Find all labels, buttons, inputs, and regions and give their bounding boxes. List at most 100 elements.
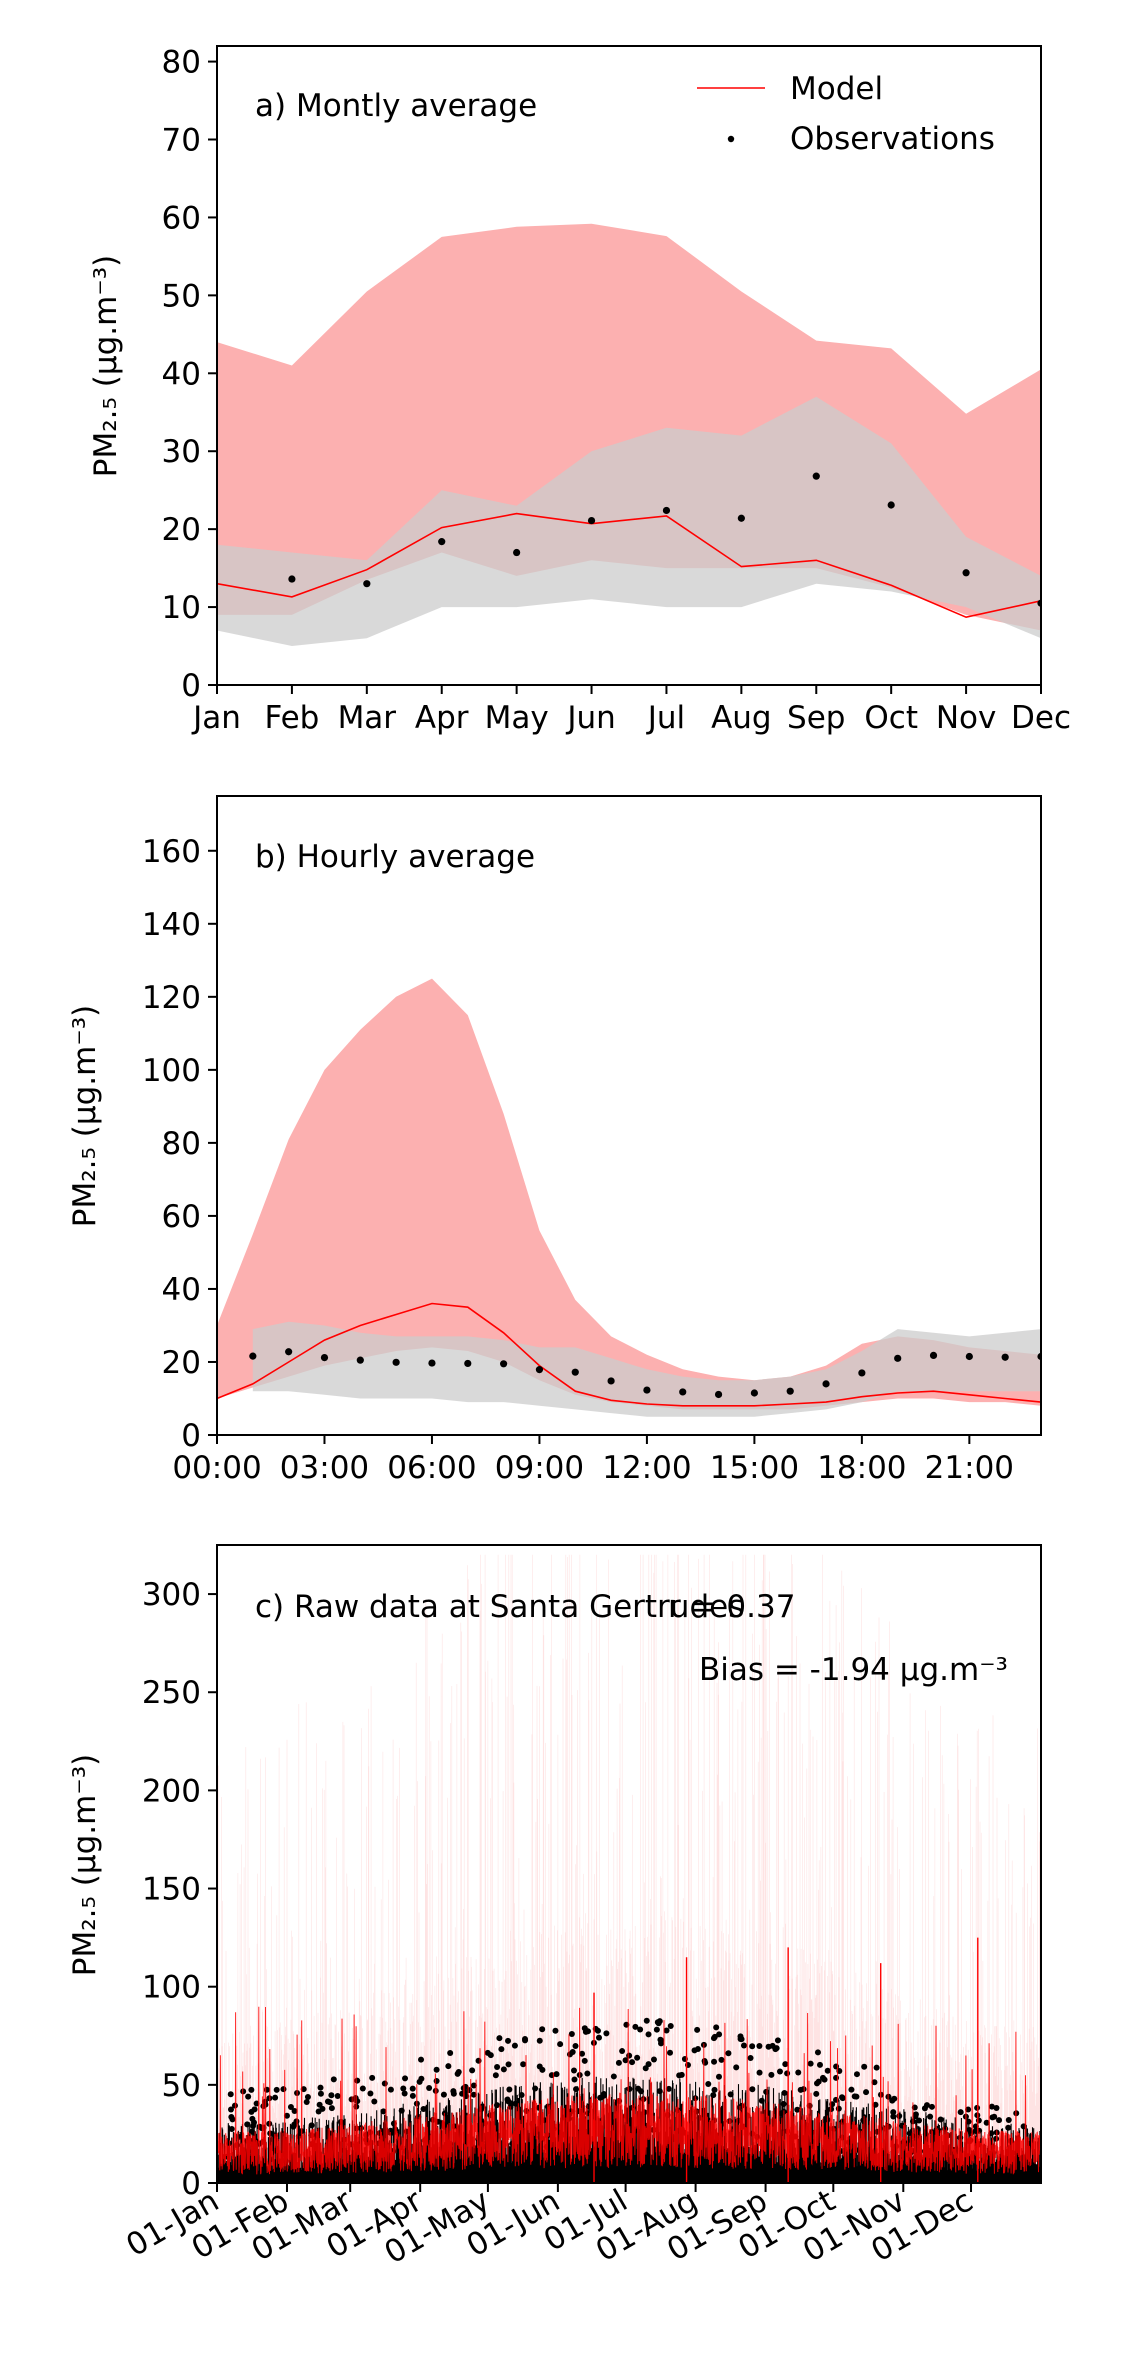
observation-point (716, 2031, 723, 2038)
observation-point (711, 2058, 718, 2065)
observation-point (428, 1359, 436, 1367)
observation-point (470, 2091, 477, 2098)
observation-point (249, 1352, 257, 1360)
observation-point (520, 2061, 527, 2068)
observation-point (381, 2080, 388, 2087)
observation-point (784, 2070, 791, 2077)
observation-point (535, 1366, 544, 1374)
observation-point (737, 514, 745, 522)
panel-b-ytick-label: 40 (162, 1272, 201, 1308)
observation-point (354, 2098, 361, 2105)
panel-a-plot-area (217, 223, 1041, 646)
observation-point (581, 2057, 588, 2064)
observation-point (570, 2067, 577, 2074)
observation-point (632, 2023, 639, 2030)
observation-point (500, 2066, 507, 2073)
observation-point (511, 2042, 518, 2049)
panel-c-ytick-label: 0 (181, 2166, 201, 2202)
panel-b-hourly-average: 0 20 40 60 80 100 120 140 160 00:00 03:00 06:00 09:0… (67, 795, 1042, 1486)
panel-b-xtick-label: 21:00 (925, 1450, 1014, 1486)
observation-point (749, 2043, 756, 2050)
observation-point (786, 1387, 794, 1395)
observation-point (816, 2061, 823, 2068)
panel-a-xtick-label: Aug (711, 700, 772, 736)
observation-point (758, 2097, 765, 2104)
observation-point (896, 2112, 903, 2119)
observation-point (507, 2100, 514, 2107)
panel-c-y-axis-label: PM₂.₅ (μg.m⁻³) (67, 1754, 103, 1976)
panel-a-xtick-label: Dec (1011, 700, 1071, 736)
observation-point (603, 2030, 610, 2037)
observations-range-band (252, 1321, 1041, 1417)
observations-range-band (217, 396, 1041, 646)
panel-b-plot-area (217, 978, 1041, 1417)
observation-point (715, 2073, 722, 2080)
panel-b-xtick-label: 00:00 (172, 1450, 261, 1486)
observation-point (957, 2134, 964, 2141)
observation-point (518, 2091, 525, 2098)
observation-point (532, 2085, 539, 2092)
observation-point (774, 2037, 781, 2044)
observation-point (316, 2101, 323, 2108)
observation-point (643, 2017, 650, 2024)
observation-point (916, 2117, 923, 2124)
observation-point (725, 2050, 732, 2057)
observation-point (679, 1388, 687, 1396)
observation-point (848, 2086, 855, 2093)
panel-a-ytick-label: 70 (162, 123, 201, 159)
observation-point (833, 2063, 840, 2070)
observation-point (392, 1358, 400, 1366)
observation-point (993, 2105, 1000, 2112)
observation-point (887, 501, 895, 509)
observation-point (626, 2052, 633, 2059)
observation-point (581, 2025, 588, 2032)
observation-point (504, 2096, 511, 2103)
observation-point (662, 506, 671, 515)
panel-a-xtick-label: Jan (191, 700, 241, 736)
panel-a-xtick-label: Sep (787, 700, 845, 736)
observation-point (929, 1351, 938, 1359)
observation-point (657, 2036, 664, 2043)
observation-point (380, 2108, 387, 2115)
observation-point (991, 2113, 998, 2120)
observation-point (756, 2042, 763, 2049)
observation-point (369, 2074, 376, 2081)
observation-point (678, 2071, 685, 2078)
panel-a-ytick-label: 20 (162, 512, 201, 548)
observation-point (571, 1368, 579, 1376)
observation-point (626, 2086, 633, 2093)
observation-point (814, 2049, 821, 2056)
panel-a-xtick-label: Mar (338, 700, 397, 736)
observation-point (921, 2105, 928, 2112)
observation-point (470, 2082, 477, 2089)
observation-point (607, 1377, 615, 1385)
observation-point (871, 2079, 878, 2086)
panel-a-xtick-label: Jun (565, 700, 615, 736)
observation-point (768, 2071, 775, 2078)
observation-point (494, 2064, 501, 2071)
observation-point (710, 2092, 717, 2099)
observation-point (512, 2100, 519, 2107)
observation-point (552, 2027, 559, 2034)
observation-point (634, 2054, 641, 2061)
observation-point (705, 2080, 712, 2087)
observation-point (1005, 2124, 1012, 2131)
panel-c-raw-data: 05010015020025030001-Jan01-Feb01-Mar01-A… (67, 1544, 1042, 2271)
observation-point (619, 2048, 626, 2055)
observation-point (287, 2103, 294, 2110)
panel-a-y-axis-label: PM₂.₅ (μg.m⁻³) (88, 255, 124, 477)
panel-c-ytick-label: 150 (142, 1872, 201, 1908)
panel-a-ytick-label: 10 (162, 590, 201, 626)
observation-point (629, 2059, 636, 2066)
legend-model-label: Model (790, 71, 883, 107)
observation-point (822, 1380, 830, 1388)
observation-point (354, 2077, 361, 2084)
observation-point (861, 2063, 868, 2070)
panel-b-label: b) Hourly average (255, 839, 535, 875)
observation-point (812, 472, 820, 480)
observation-point (450, 2088, 457, 2095)
observation-point (308, 2122, 315, 2129)
observation-point (371, 2098, 378, 2105)
observation-point (780, 2100, 787, 2107)
observation-point (650, 2056, 657, 2063)
